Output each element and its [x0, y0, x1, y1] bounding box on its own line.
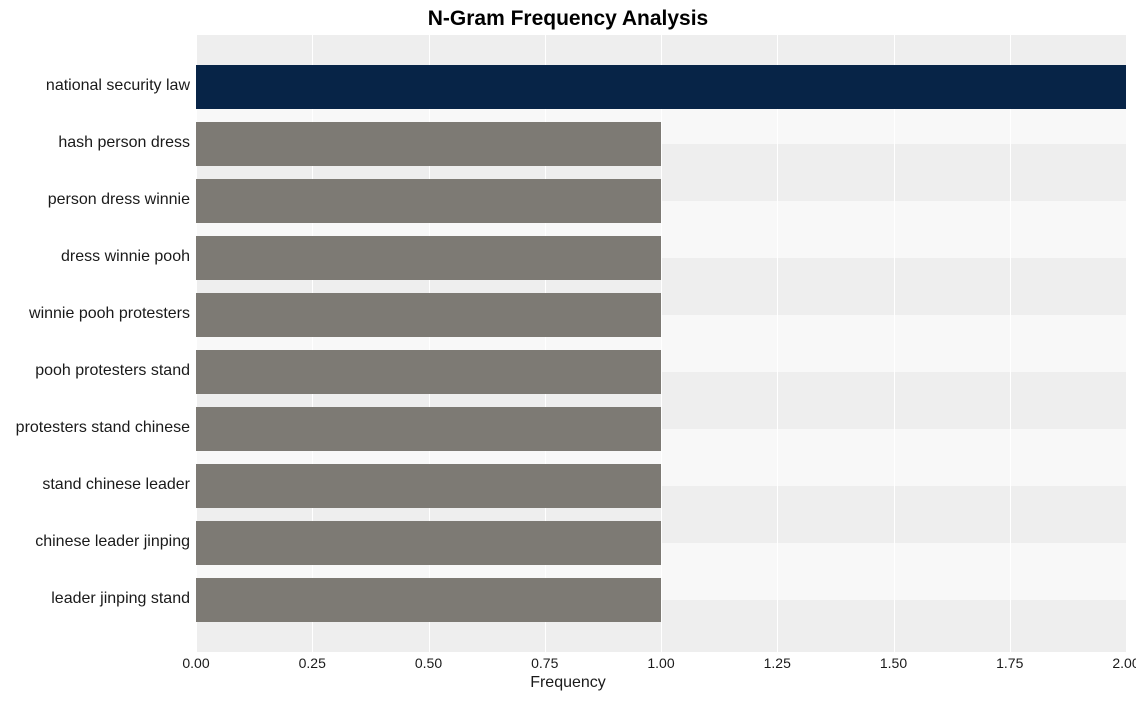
y-tick-label: protesters stand chinese — [16, 419, 190, 437]
plot-area — [196, 35, 1126, 652]
x-tick-label: 1.25 — [764, 655, 791, 671]
y-tick-label: stand chinese leader — [42, 476, 190, 494]
x-tick-label: 0.00 — [182, 655, 209, 671]
ngram-chart: N-Gram Frequency Analysis national secur… — [0, 0, 1136, 701]
x-tick-label: 2.00 — [1112, 655, 1136, 671]
gridline — [777, 35, 778, 652]
gridline — [661, 35, 662, 652]
y-tick-label: dress winnie pooh — [61, 248, 190, 266]
bar — [196, 464, 661, 508]
x-axis-label: Frequency — [0, 674, 1136, 692]
bar — [196, 350, 661, 394]
gridline — [894, 35, 895, 652]
y-tick-label: national security law — [46, 77, 190, 95]
x-tick-label: 0.25 — [299, 655, 326, 671]
bar — [196, 293, 661, 337]
bar — [196, 65, 1126, 109]
y-tick-label: person dress winnie — [48, 191, 190, 209]
bar — [196, 521, 661, 565]
bar — [196, 578, 661, 622]
x-tick-label: 1.75 — [996, 655, 1023, 671]
y-tick-label: winnie pooh protesters — [29, 305, 190, 323]
bar — [196, 122, 661, 166]
gridline — [1010, 35, 1011, 652]
bar — [196, 179, 661, 223]
y-tick-label: leader jinping stand — [51, 590, 190, 608]
y-tick-label: hash person dress — [58, 134, 190, 152]
x-tick-label: 0.75 — [531, 655, 558, 671]
y-tick-label: chinese leader jinping — [35, 533, 190, 551]
x-tick-label: 1.00 — [647, 655, 674, 671]
bar — [196, 407, 661, 451]
bar — [196, 236, 661, 280]
chart-title: N-Gram Frequency Analysis — [0, 7, 1136, 31]
x-tick-label: 0.50 — [415, 655, 442, 671]
x-tick-label: 1.50 — [880, 655, 907, 671]
y-tick-label: pooh protesters stand — [35, 362, 190, 380]
